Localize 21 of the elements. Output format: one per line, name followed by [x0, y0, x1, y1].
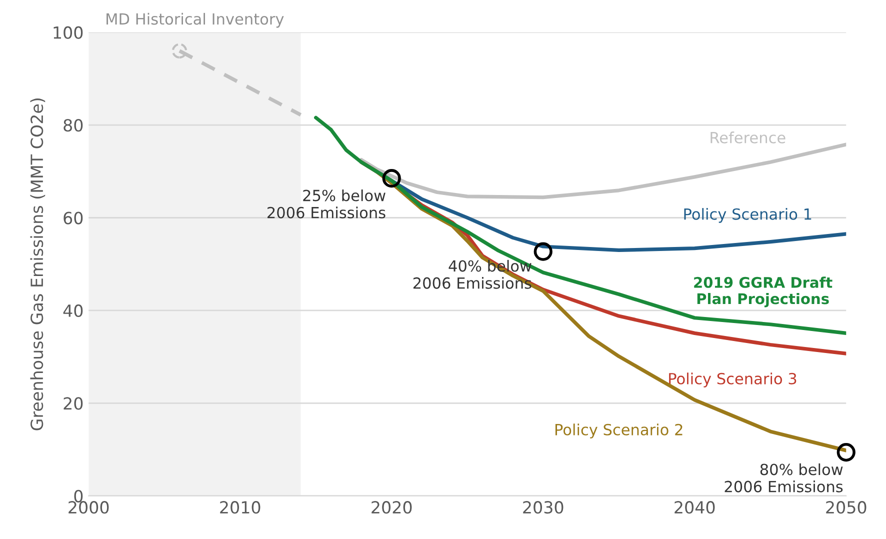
y-tick-label: 20 — [64, 397, 83, 410]
series-label: Policy Scenario 1 — [684, 208, 812, 223]
y-tick-label: 0 — [74, 490, 83, 502]
x-tick-label: 2040 — [674, 501, 715, 514]
annotation: 25% below 2006 Emissions — [268, 189, 386, 218]
y-tick-label: 40 — [63, 304, 83, 318]
band-label: MD Historical Inventory — [106, 12, 284, 28]
y-tick-label: 60 — [64, 212, 83, 224]
series-label: 2019 GGRA Draft Plan Projections — [694, 276, 832, 308]
series-label: Reference — [710, 132, 786, 144]
x-tick-label: 2030 — [523, 501, 564, 514]
y-axis-title: Greenhouse Gas Emissions (MMT CO2e) — [30, 98, 46, 430]
x-tick-label: 2020 — [372, 501, 412, 514]
x-tick-label: 2010 — [220, 501, 260, 514]
series-label: Policy Scenario 3 — [669, 372, 796, 388]
annotation: 80% below 2006 Emissions — [724, 463, 843, 492]
y-tick-label: 80 — [64, 119, 83, 132]
series-label: Policy Scenario 2 — [555, 424, 682, 438]
x-tick-label: 2000 — [68, 501, 109, 514]
x-tick-label: 2050 — [826, 501, 866, 514]
y-tick-label: 100 — [54, 26, 83, 39]
